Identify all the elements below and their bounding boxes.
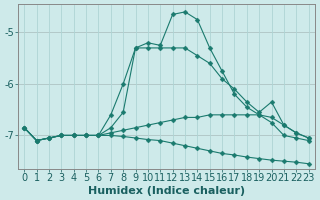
X-axis label: Humidex (Indice chaleur): Humidex (Indice chaleur): [88, 186, 245, 196]
